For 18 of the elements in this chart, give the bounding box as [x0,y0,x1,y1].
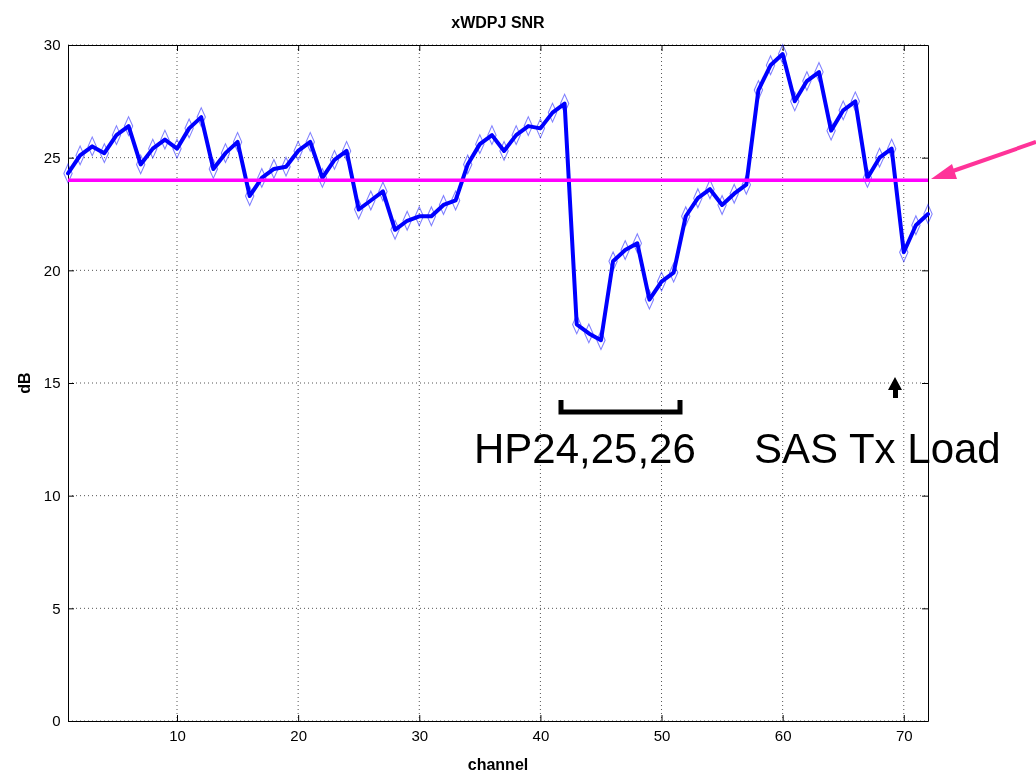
y-tick-label: 15 [43,374,61,392]
x-tick-label: 20 [290,726,307,744]
y-tick-label: 5 [52,599,61,617]
y-tick-label: 25 [43,148,61,166]
y-tick-label: 20 [43,261,61,279]
y-tick-label: 10 [43,486,61,504]
annotation: HP24,25,26 [474,425,696,472]
x-tick-label: 50 [653,726,671,744]
y-tick-label: 30 [43,36,61,54]
x-tick-label: 60 [774,726,792,744]
chart-title: xWDPJ SNR [451,14,546,31]
x-tick-label: 10 [169,726,186,744]
y-axis-title: dB [16,372,33,394]
x-tick-label: 70 [895,726,913,744]
y-tick-label: 0 [52,712,61,730]
x-tick-label: 30 [411,726,429,744]
x-tick-label: 40 [532,726,550,744]
x-axis-title: channel [467,756,529,773]
